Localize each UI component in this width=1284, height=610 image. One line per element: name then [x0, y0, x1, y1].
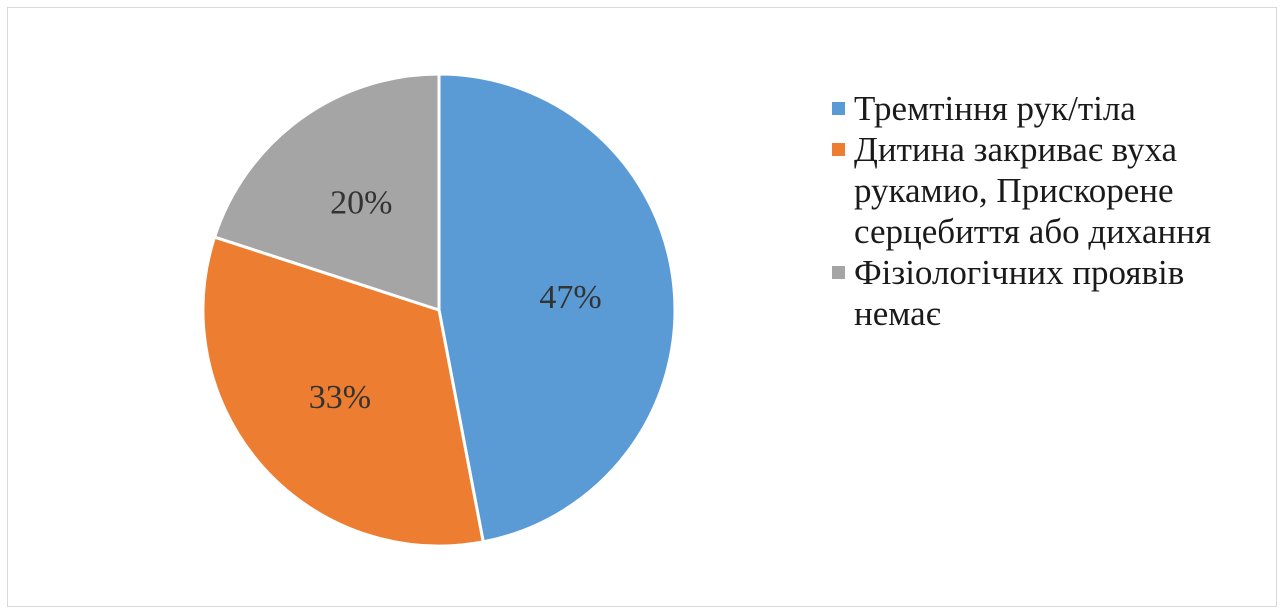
- legend-label-1: Дитина закриває вуха рукамио, Прискорене…: [854, 130, 1212, 251]
- slice-data-label-2: 20%: [330, 185, 392, 222]
- legend-swatch-0: [832, 102, 845, 115]
- legend: Тремтіння рук/тіла Дитина закриває вуха …: [832, 88, 1272, 334]
- legend-entry: Фізіологічних проявів немає: [832, 252, 1272, 334]
- legend-label-0: Тремтіння рук/тіла: [854, 89, 1136, 128]
- legend-swatch-2: [832, 266, 845, 279]
- slice-data-label-1: 33%: [309, 379, 371, 416]
- pie-slice-2: [212, 72, 441, 313]
- slice-data-label-0: 47%: [539, 279, 601, 316]
- pie-slice-1: [201, 235, 485, 548]
- pie-slice-0: [437, 72, 677, 544]
- legend-entry: Дитина закриває вуха рукамио, Прискорене…: [832, 129, 1272, 252]
- legend-label-2: Фізіологічних проявів немає: [854, 253, 1185, 333]
- legend-entry: Тремтіння рук/тіла: [832, 88, 1272, 129]
- legend-swatch-1: [832, 143, 845, 156]
